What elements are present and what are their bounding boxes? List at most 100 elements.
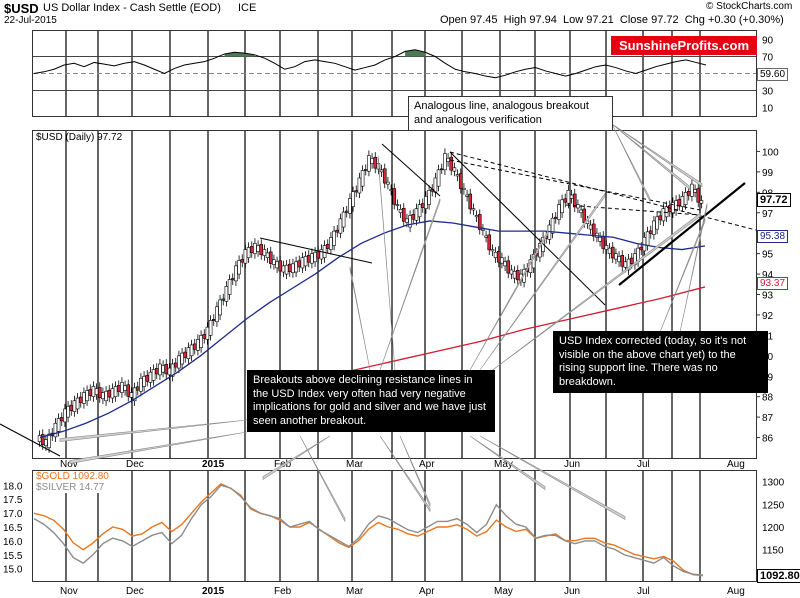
month-label-bottom: Mar [346, 586, 364, 597]
candle-body [553, 216, 558, 219]
candle-body [386, 181, 390, 185]
candle-body [202, 334, 207, 339]
candle-body [129, 392, 134, 398]
month-label-main: Mar [346, 459, 364, 470]
annotation-leader [469, 435, 546, 491]
annotation-leader [611, 123, 691, 191]
candle-body [398, 209, 403, 214]
candle-body [623, 261, 628, 268]
annotation-leader [611, 123, 651, 202]
annotation-leader [489, 212, 701, 373]
rsi-last-value-badge: 59.60 [757, 68, 789, 81]
candle-body [569, 194, 574, 199]
candle-body [329, 236, 333, 250]
annotation-corrected: USD Index corrected (today, so it's not … [553, 331, 768, 393]
candle-body [465, 194, 469, 197]
candle-body [477, 214, 482, 230]
candle-body [186, 347, 191, 359]
candle-body [265, 252, 270, 259]
candle-body [44, 439, 48, 447]
rsi-line [33, 49, 707, 79]
candle-body [557, 204, 561, 220]
candle-body [287, 263, 292, 272]
bottom-panel-frame [32, 470, 757, 582]
candle-body [629, 257, 634, 264]
gold-tick-label: 1200 [762, 523, 785, 534]
month-label-main: Dec [126, 459, 144, 470]
chart-date: 22-Jul-2015 [4, 15, 57, 26]
candle-body [360, 170, 365, 187]
candle-body [101, 392, 105, 400]
candle-body [303, 256, 308, 267]
candle-body [344, 210, 349, 213]
candle-body [66, 405, 70, 418]
candle-body [424, 196, 428, 209]
rising-support-line [618, 182, 746, 286]
rsi-overbought-fill [224, 52, 255, 57]
candle-body [56, 418, 61, 432]
candle-body [211, 319, 216, 322]
candle-body [139, 377, 143, 392]
candle-body [382, 168, 387, 184]
candle-body [325, 244, 330, 249]
candle-body [446, 157, 450, 162]
main-tick-label: 97 [762, 209, 774, 220]
annotation-leader [659, 218, 706, 333]
candle-body [82, 392, 86, 404]
candle-body [509, 269, 514, 275]
annotation-leader [469, 229, 549, 371]
open-label: Open [440, 14, 467, 26]
month-label-bottom: Apr [419, 586, 435, 597]
month-label-bottom: Aug [727, 586, 745, 597]
silver-tick-label: 17.5 [3, 495, 23, 506]
candle-body [53, 422, 58, 438]
main-tick-label: 95 [762, 250, 774, 261]
candle-body [205, 326, 210, 340]
candle-body [462, 187, 466, 190]
candle-body [135, 386, 140, 391]
candle-body [208, 320, 213, 336]
candle-body [604, 245, 609, 250]
candle-body [218, 299, 222, 316]
candle-body [113, 386, 118, 397]
candle-body [614, 253, 618, 260]
annotation-leader [349, 266, 371, 371]
chart-index-name: US Dollar Index - Cash Settle (EOD) [43, 2, 221, 14]
candle-body [154, 368, 159, 375]
candle-body [503, 261, 507, 267]
high-value: 97.94 [529, 14, 557, 26]
candle-body [275, 261, 279, 269]
main-chart-title: $USD (Daily) 97.72 [36, 132, 123, 143]
candle-body [316, 250, 321, 259]
candle-body [313, 251, 317, 263]
candle-body [278, 260, 283, 272]
candle-body [230, 278, 235, 281]
month-label-bottom: Jun [564, 586, 580, 597]
candle-body [468, 193, 473, 210]
candle-body [126, 384, 131, 397]
silver-tick-label: 16.0 [3, 537, 23, 548]
candle-body [648, 230, 653, 234]
candle-body [297, 260, 302, 268]
high-label: High [503, 14, 527, 26]
candle-body [490, 249, 495, 252]
candle-body [215, 306, 219, 323]
gold-tick-label: 1150 [762, 546, 784, 557]
candle-body [338, 218, 343, 234]
candle-body [664, 206, 669, 218]
candle-body [686, 190, 691, 196]
candle-body [259, 244, 264, 255]
left-trend-line [0, 423, 61, 457]
low-label: Low [562, 14, 584, 26]
ma200-line [299, 286, 706, 384]
copyright: © StockCharts.com [706, 1, 793, 12]
candle-body [677, 199, 682, 206]
candle-body [449, 156, 454, 171]
candle-body [420, 203, 425, 208]
candle-body [572, 193, 577, 208]
candle-body [170, 363, 175, 377]
dashed-resistance-line-3 [565, 204, 701, 216]
silver-tick-label: 16.5 [3, 523, 23, 534]
candle-body [598, 236, 602, 242]
candle-body [414, 208, 419, 221]
